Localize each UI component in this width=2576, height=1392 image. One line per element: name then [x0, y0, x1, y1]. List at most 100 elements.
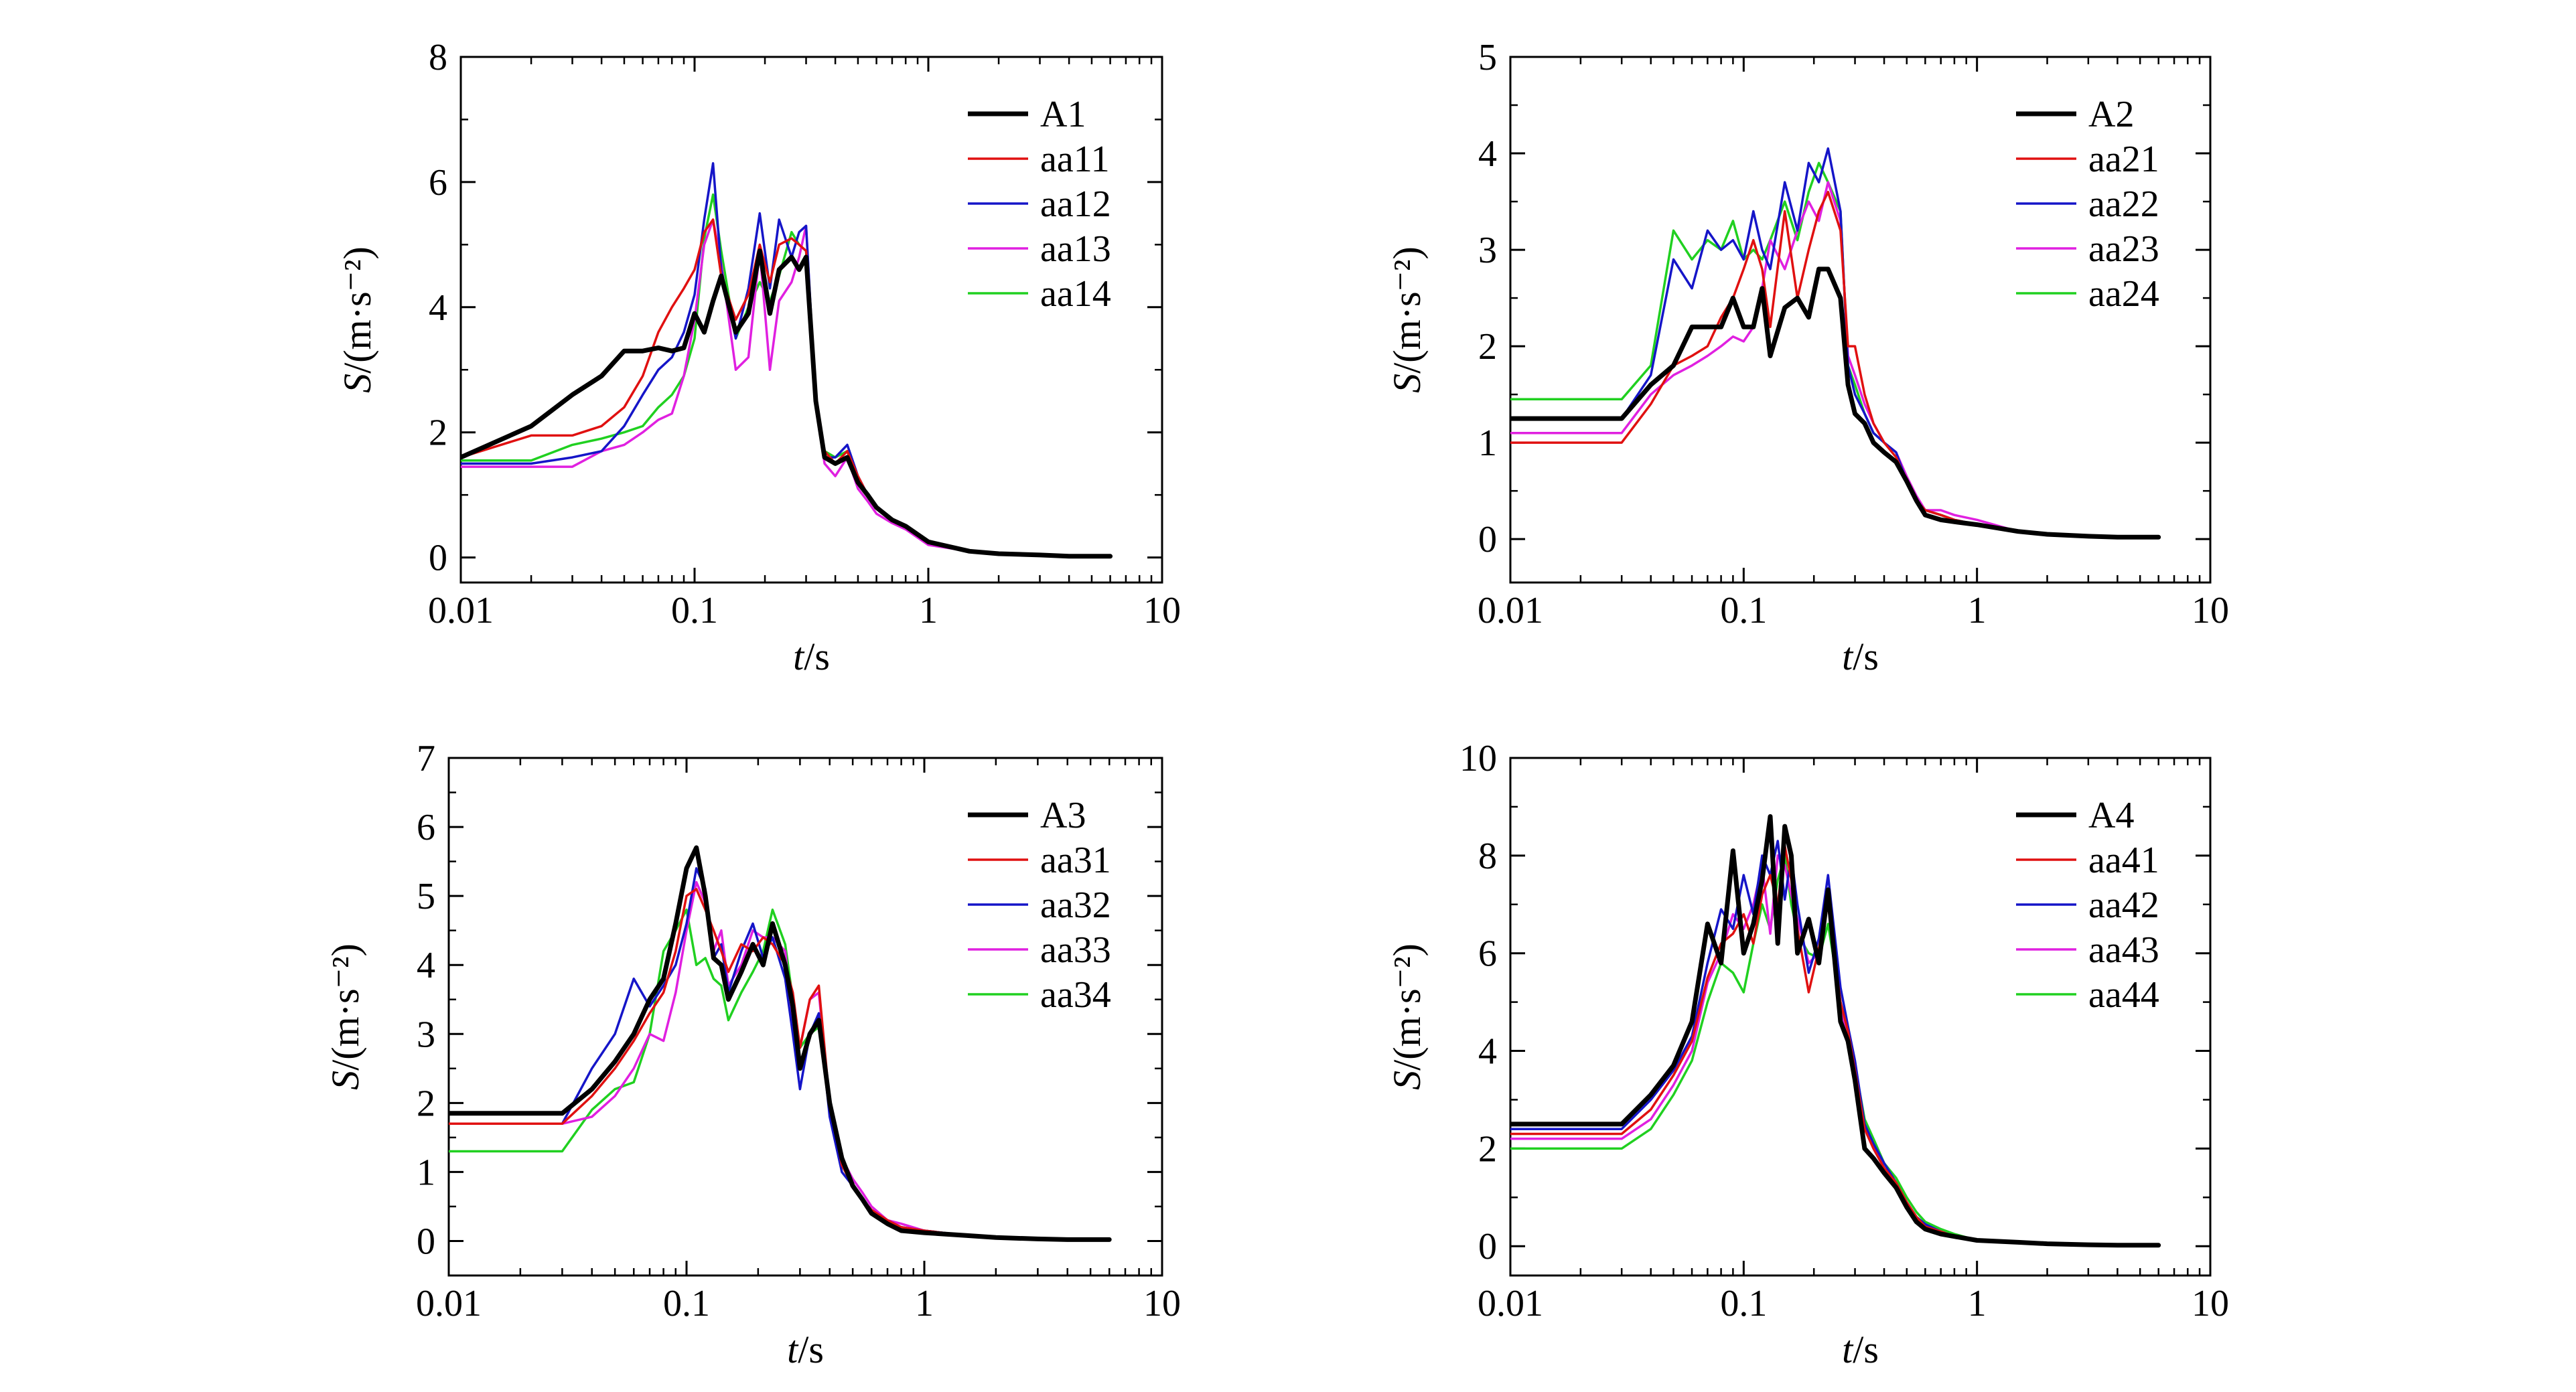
legend-label-A4: A4: [2088, 795, 2134, 836]
legend-label-A2: A2: [2088, 94, 2134, 135]
y-tick-label: 7: [417, 738, 435, 779]
x-tick-label: 0.01: [1478, 1283, 1543, 1324]
y-tick-label: 6: [429, 162, 447, 204]
y-tick-label: 2: [417, 1083, 435, 1124]
y-tick-label: 4: [1478, 133, 1497, 175]
series-line-aa31: [449, 888, 1111, 1241]
y-tick-label: 5: [1478, 37, 1497, 78]
chart-panel-1: 0.01 0.1 1 1002468t/sS/(m·s⁻²)A1aa11aa12aa1…: [336, 37, 1181, 678]
legend-label-aa12: aa12: [1040, 183, 1111, 225]
x-axis-label: t/s: [793, 635, 830, 678]
x-tick-label: 0.1: [671, 590, 718, 631]
legend-label-aa31: aa31: [1040, 840, 1111, 881]
legend-label-aa11: aa11: [1040, 139, 1110, 180]
series-line-aa41: [1510, 844, 2160, 1247]
series-line-aa11: [461, 218, 1112, 558]
series-group: [461, 162, 1113, 559]
x-axis-label: t/s: [787, 1328, 824, 1371]
y-tick-label: 0: [417, 1221, 435, 1262]
y-tick-label: 2: [1478, 1128, 1497, 1170]
series-line-aa13: [461, 218, 1112, 558]
series-line-aa12: [461, 162, 1112, 558]
y-tick-label: 0: [429, 538, 447, 579]
series-line-aa24: [1510, 161, 2160, 539]
y-tick-label: 0: [1478, 1226, 1497, 1267]
legend-label-aa22: aa22: [2088, 183, 2159, 225]
y-tick-label: 6: [417, 807, 435, 848]
x-tick-label: 0.01: [428, 590, 494, 631]
y-tick-label: 4: [429, 287, 447, 329]
x-tick-label: 1: [919, 590, 938, 631]
y-tick-label: 2: [429, 412, 447, 454]
legend-label-aa24: aa24: [2088, 273, 2159, 315]
series-line-A4: [1510, 814, 2161, 1248]
legend-label-aa33: aa33: [1040, 929, 1111, 971]
y-axis-label: S/(m·s⁻²): [324, 943, 367, 1090]
y-tick-label: 6: [1478, 933, 1497, 975]
x-tick-label: 10: [2192, 1283, 2229, 1324]
x-tick-label: 10: [2192, 590, 2229, 631]
y-tick-label: 1: [1478, 422, 1497, 464]
y-tick-label: 4: [1478, 1031, 1497, 1073]
legend-label-aa21: aa21: [2088, 139, 2159, 180]
y-tick-label: 2: [1478, 326, 1497, 368]
y-axis-label: S/(m·s⁻²): [336, 246, 379, 393]
chart-panel-3: 0.01 0.1 1 10 0 1 2 3 4 5 6 7 t/s S/(m·s⁻²) A3aa31aa32…: [324, 738, 1181, 1371]
x-tick-label: 0.1: [1720, 590, 1767, 631]
legend-label-aa41: aa41: [2088, 840, 2159, 881]
y-tick-label: 8: [1478, 836, 1497, 877]
series-line-aa23: [1510, 181, 2160, 539]
x-tick-label: 10: [1143, 590, 1181, 631]
x-tick-label: 0.1: [1720, 1283, 1767, 1324]
y-axis-label: S/(m·s⁻²): [1385, 246, 1429, 393]
y-tick-label: 10: [1459, 738, 1497, 779]
plot-frame: [1509, 56, 2212, 584]
legend-label-aa32: aa32: [1040, 884, 1111, 926]
legend-label-aa14: aa14: [1040, 273, 1111, 315]
x-tick-label: 1: [915, 1283, 934, 1324]
y-tick-label: 3: [1478, 230, 1497, 271]
chart-panel-2: 0.01 0.1 1 10012345t/sS/(m·s⁻²)A2aa21aa22aa…: [1385, 37, 2229, 678]
series-line-aa42: [1510, 840, 2160, 1247]
series-group: [1510, 147, 2161, 540]
legend-label-aa13: aa13: [1040, 228, 1111, 270]
series-line-aa44: [1510, 854, 2160, 1247]
y-tick-label: 1: [417, 1152, 435, 1193]
legend-label-aa23: aa23: [2088, 228, 2159, 270]
y-tick-label: 8: [429, 37, 447, 78]
series-line-A1: [461, 248, 1113, 559]
x-axis-label: t/s: [1842, 635, 1879, 678]
y-tick-label: 3: [417, 1014, 435, 1055]
legend-label-aa43: aa43: [2088, 929, 2159, 971]
y-tick-label: 0: [1478, 519, 1497, 560]
x-tick-label: 0.01: [416, 1283, 482, 1324]
series-line-A2: [1510, 266, 2161, 540]
x-tick-label: 1: [1968, 590, 1987, 631]
y-axis-label: S/(m·s⁻²): [1385, 943, 1429, 1090]
y-tick-label: 5: [417, 876, 435, 917]
plot-frame: [459, 56, 1163, 584]
plot-frame: [447, 757, 1163, 1277]
y-tick-label: 4: [417, 945, 435, 986]
plot-frame: [1509, 757, 2212, 1277]
x-tick-label: 0.1: [663, 1283, 710, 1324]
chart-panel-4: 0.01 0.1 1 100246810t/sS/(m·s⁻²)A4aa41aa42a…: [1385, 738, 2229, 1371]
series-line-A3: [449, 845, 1112, 1242]
series-group: [449, 845, 1112, 1242]
legend-label-aa42: aa42: [2088, 884, 2159, 926]
x-tick-label: 1: [1968, 1283, 1987, 1324]
series-line-aa32: [449, 867, 1111, 1241]
series-line-aa43: [1510, 854, 2160, 1247]
x-tick-label: 0.01: [1478, 590, 1543, 631]
legend-label-aa44: aa44: [2088, 974, 2159, 1016]
x-tick-label: 10: [1143, 1283, 1181, 1324]
series-line-aa33: [449, 880, 1111, 1241]
legend-label-A3: A3: [1040, 795, 1086, 836]
legend-label-aa34: aa34: [1040, 974, 1111, 1016]
legend-label-A1: A1: [1040, 94, 1086, 135]
x-axis-label: t/s: [1842, 1328, 1879, 1371]
series-line-aa22: [1510, 147, 2160, 539]
series-group: [1510, 814, 2161, 1248]
series-line-aa21: [1510, 190, 2160, 539]
